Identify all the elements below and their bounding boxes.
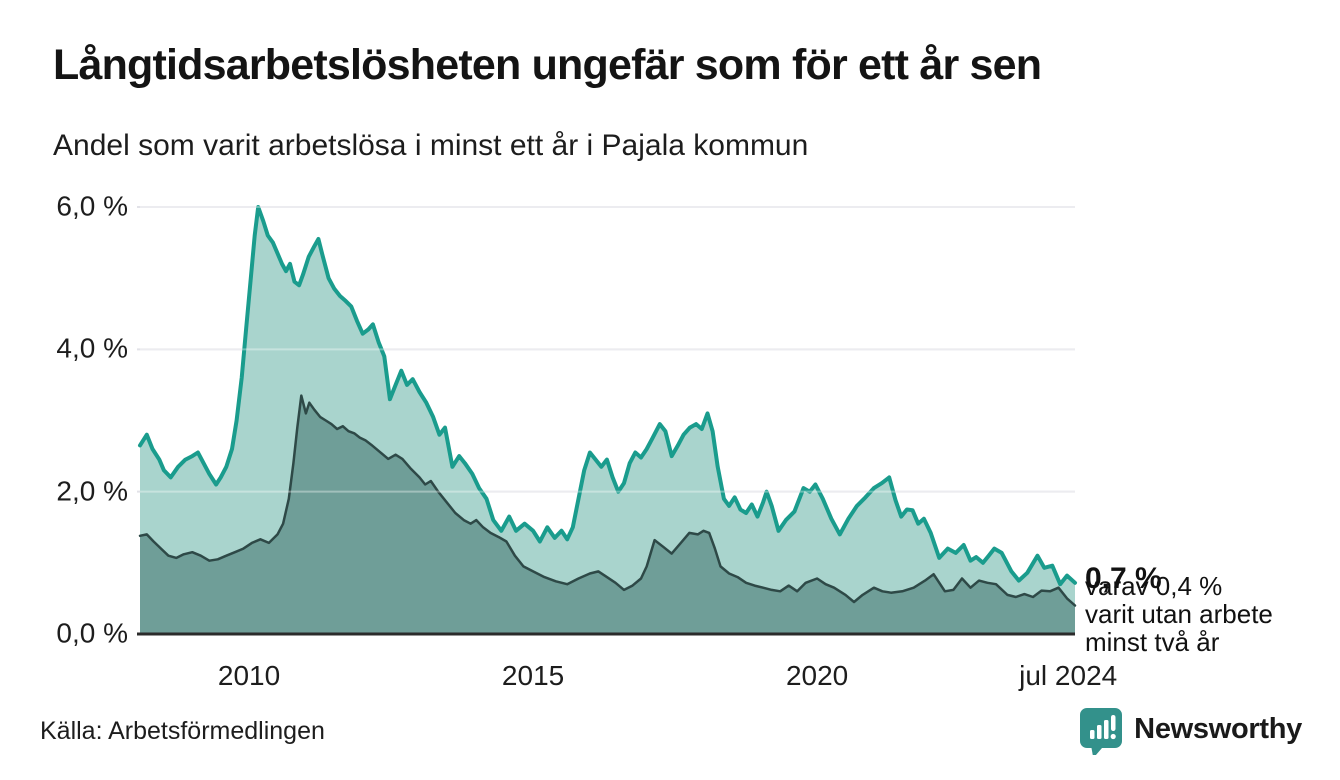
- end-note-line: varav 0,4 %: [1085, 571, 1223, 601]
- source-text: Källa: Arbetsförmedlingen: [40, 717, 325, 745]
- x-axis-tick: jul 2024: [1019, 660, 1118, 691]
- y-axis-tick: 4,0 %: [56, 332, 128, 364]
- speech-bubble-bar-chart-icon: [1080, 708, 1123, 755]
- y-axis-tick: 2,0 %: [56, 475, 128, 507]
- chart-title: Långtidsarbetslösheten ungefär som för e…: [53, 41, 1042, 89]
- y-axis-tick: 0,0 %: [56, 617, 128, 649]
- end-value-label: 0,7 %: [1085, 562, 1162, 595]
- x-axis-tick: 2015: [501, 660, 565, 691]
- end-note-line: varit utan arbete: [1085, 599, 1273, 629]
- end-note-label: varav 0,4 % varit utan arbete minst två …: [1085, 572, 1273, 656]
- newsworthy-wordmark: Newsworthy: [1134, 712, 1302, 745]
- end-note-line: minst två år: [1085, 627, 1220, 657]
- x-axis-tick: 2010: [217, 660, 281, 691]
- y-axis-tick: 6,0 %: [56, 190, 128, 222]
- newsworthy-logo: Newsworthy: [1078, 703, 1302, 755]
- x-axis-tick: 2020: [785, 660, 849, 691]
- chart-subtitle: Andel som varit arbetslösa i minst ett å…: [53, 129, 809, 162]
